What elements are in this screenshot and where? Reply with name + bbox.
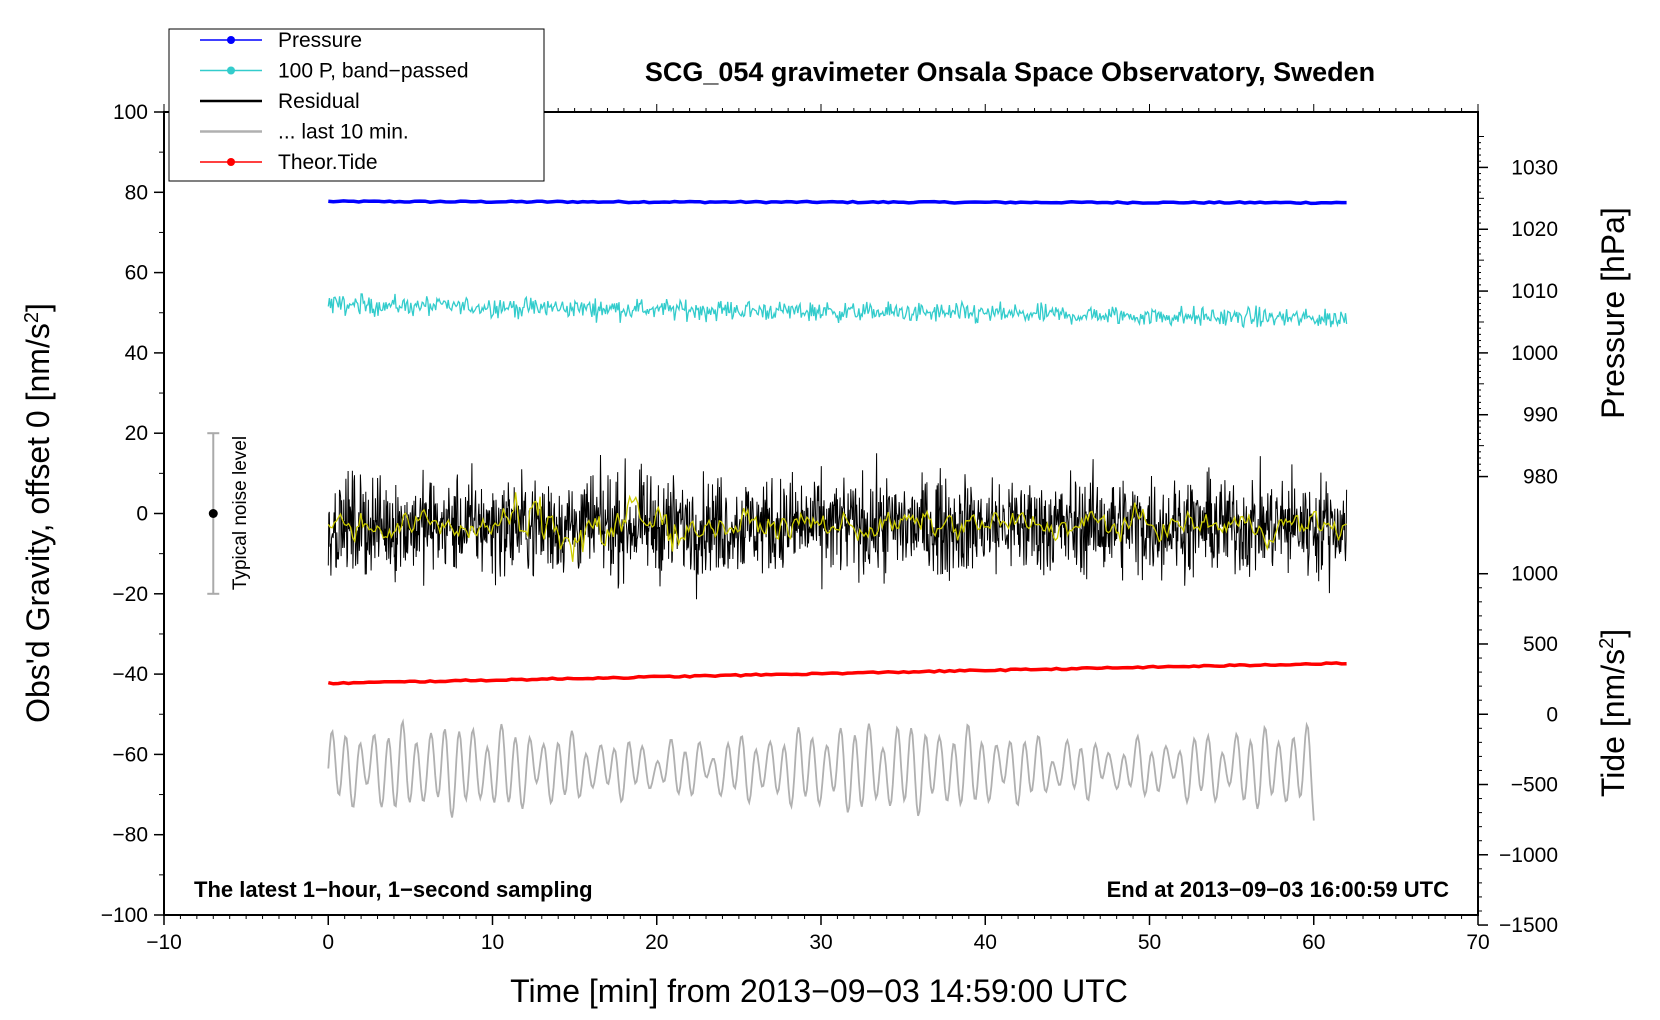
legend-marker <box>227 66 235 75</box>
x-tick-label: 50 <box>1138 931 1161 954</box>
tide-tick-label: −1500 <box>1499 914 1558 937</box>
footer-right-note: End at 2013−09−03 16:00:59 UTC <box>1107 877 1450 902</box>
legend-label: ... last 10 min. <box>278 121 409 144</box>
pressure-tick-label: 980 <box>1523 466 1558 489</box>
series-line <box>327 453 1348 600</box>
noise-bar-dot <box>208 509 218 518</box>
y-left-tick-label: 40 <box>125 342 148 365</box>
tide-tick-label: 500 <box>1523 633 1558 656</box>
x-tick-label: 70 <box>1466 931 1489 954</box>
legend-label: Pressure <box>278 29 362 52</box>
y-left-tick-label: 20 <box>125 422 148 445</box>
x-tick-label: 30 <box>809 931 832 954</box>
legend-marker <box>227 158 235 166</box>
pressure-axis-title: Pressure [hPa] <box>1595 207 1631 419</box>
pressure-tick-label: 1000 <box>1511 342 1558 365</box>
x-tick-label: 40 <box>974 931 997 954</box>
noise-level-label: Typical noise level <box>230 436 251 590</box>
footer-left-note: The latest 1−hour, 1−second sampling <box>194 877 593 902</box>
pressure-tick-label: 1010 <box>1511 280 1558 303</box>
series-layer <box>327 199 1348 821</box>
tide-tick-label: 1000 <box>1511 563 1558 586</box>
y-left-tick-label: −80 <box>112 824 148 847</box>
y-axis-left-title: Obs'd Gravity, offset 0 [nm/s2] <box>20 303 56 723</box>
pressure-tick-label: 990 <box>1523 404 1558 427</box>
y-left-tick-label: 100 <box>113 101 148 124</box>
y-left-tick-label: 0 <box>136 503 148 526</box>
y-left-tick-label: 80 <box>125 181 148 204</box>
y-left-tick-label: −20 <box>112 583 148 606</box>
tide-tick-label: 0 <box>1546 703 1558 726</box>
series-line <box>327 718 1315 821</box>
ticks-layer: −10 0 10 20 30 40 50 60 70100806040200−20−40−60−… <box>101 101 1558 954</box>
y-left-tick-label: −40 <box>112 663 148 686</box>
x-tick-label: 20 <box>645 931 668 954</box>
series-line <box>327 661 1347 686</box>
x-axis-title: Time [min] from 2013−09−03 14:59:00 UTC <box>510 973 1128 1009</box>
tide-tick-label: −500 <box>1511 774 1558 797</box>
x-tick-label: 60 <box>1302 931 1325 954</box>
tide-tick-label: −1000 <box>1499 844 1558 867</box>
pressure-tick-label: 1020 <box>1511 218 1558 241</box>
series-line <box>328 199 1347 206</box>
legend-label: Theor.Tide <box>278 151 378 174</box>
x-tick-label: −10 <box>146 931 182 954</box>
tide-axis-title: Tide [nm/s2] <box>1595 629 1631 797</box>
legend-marker <box>227 36 235 44</box>
pressure-tick-label: 1030 <box>1511 156 1558 179</box>
y-left-tick-label: −100 <box>101 904 148 927</box>
y-left-tick-label: −60 <box>112 743 148 766</box>
legend-box <box>168 28 545 182</box>
series-line <box>327 293 1348 329</box>
x-tick-label: 0 <box>322 931 334 954</box>
chart-title: SCG_054 gravimeter Onsala Space Observat… <box>645 57 1375 87</box>
noise-level-indicator: Typical noise level <box>207 432 251 595</box>
y-left-tick-label: 60 <box>125 262 148 285</box>
series-line <box>327 492 1347 562</box>
legend-label: Residual <box>278 90 360 113</box>
x-tick-label: 10 <box>481 931 504 954</box>
legend-label: 100 P, band−passed <box>278 60 469 83</box>
legend: Pressure 100 P, band−passed Residual ... la… <box>168 28 545 182</box>
